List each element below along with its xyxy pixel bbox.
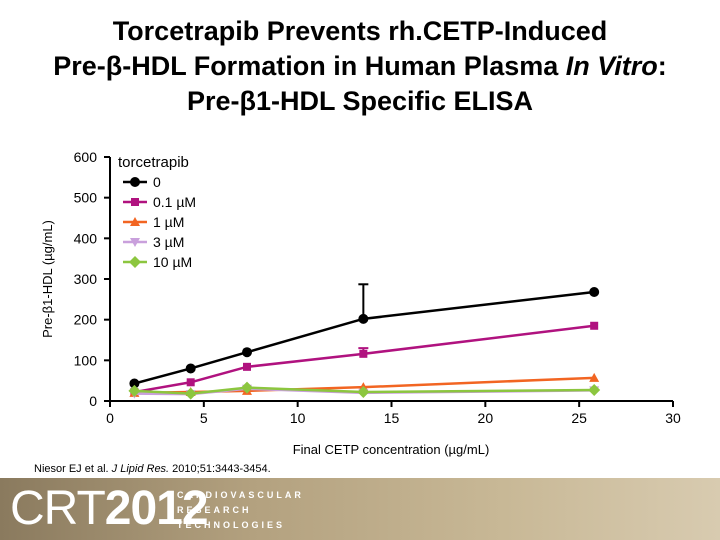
x-tick-label: 25 (571, 410, 587, 426)
data-point (240, 381, 253, 394)
x-axis-label: Final CETP concentration (µg/mL) (293, 442, 490, 457)
citation-details: 2010;51:3443-3454. (169, 463, 271, 475)
data-point (359, 349, 368, 358)
data-point (242, 362, 251, 371)
y-tick-label: 200 (74, 312, 98, 328)
logo-text: CRT (10, 482, 106, 535)
y-tick-label: 0 (89, 393, 97, 409)
title-line-1: Torcetrapib Prevents rh.CETP-Induced (112, 16, 608, 46)
data-point (589, 372, 600, 382)
line-chart: 0 100 200 300 400 500 600 0 5 10 15 20 25 30 Final CET… (40, 149, 681, 457)
data-point (589, 287, 600, 298)
x-tick-label: 30 (665, 410, 681, 426)
data-point (186, 378, 195, 387)
legend-swatch-marker (130, 217, 140, 226)
citation-journal: J Lipid Res. (111, 463, 170, 475)
title-line-3: Pre-β1-HDL Specific ELISA (186, 86, 534, 116)
legend-entry: 0 (153, 174, 161, 190)
legend-entry: 0.1 µM (153, 194, 196, 210)
footer-banner: CRT2012 CARDIOVASCULAR RESEARCH TECHNOLO… (0, 478, 720, 540)
title-line-2: Pre-β-HDL Formation in Human Plasma In V… (0, 49, 720, 84)
x-tick-label: 5 (200, 410, 208, 426)
legend-entry: 10 µM (153, 254, 192, 270)
legend-entry: 3 µM (153, 234, 184, 250)
x-tick-label: 20 (478, 410, 494, 426)
data-point (129, 378, 140, 389)
title-line-2-italic: In Vitro (565, 51, 658, 81)
legend-swatch-marker (130, 238, 140, 247)
tagline-line-2: RESEARCH (177, 505, 252, 515)
y-tick-label: 300 (74, 271, 98, 287)
legend-swatch-marker (130, 177, 140, 187)
data-point (185, 363, 196, 374)
tagline-line-3: TECHNOLOGIES (177, 520, 286, 530)
y-tick-label: 100 (74, 352, 98, 368)
data-point (241, 347, 252, 358)
y-tick-label: 500 (74, 190, 98, 206)
data-point (128, 384, 141, 397)
data-point (358, 313, 369, 324)
data-point (588, 384, 601, 397)
x-tick-label: 10 (290, 410, 306, 426)
data-point (357, 386, 370, 399)
logo-tagline: CARDIOVASCULAR RESEARCH TECHNOLOGIES (177, 488, 304, 533)
series-line (134, 324, 595, 394)
title-line-2-suffix: : (657, 51, 667, 81)
legend-swatch-marker (131, 198, 139, 206)
data-point (590, 321, 599, 330)
tagline-line-1: CARDIOVASCULAR (177, 490, 304, 500)
title-line-2-prefix: Pre-β-HDL Formation in Human Plasma (53, 51, 566, 81)
legend-entry: 1 µM (153, 214, 184, 230)
legend-swatch-marker (129, 256, 141, 268)
x-tick-label: 0 (106, 410, 114, 426)
y-tick-label: 400 (74, 230, 98, 246)
y-axis-label: Pre-β1-HDL (µg/mL) (40, 220, 55, 338)
crt-logo: CRT2012 (10, 482, 209, 535)
citation-authors: Niesor EJ et al. (34, 463, 112, 475)
x-tick-label: 15 (384, 410, 400, 426)
citation: Niesor EJ et al. J Lipid Res. 2010;51:34… (34, 463, 271, 475)
legend-title: torcetrapib (118, 154, 189, 171)
slide-title: Torcetrapib Prevents rh.CETP-Induced Pre… (0, 14, 720, 119)
logo-year: 2012 (104, 482, 209, 535)
data-point (184, 387, 197, 400)
y-tick-label: 600 (74, 149, 98, 165)
